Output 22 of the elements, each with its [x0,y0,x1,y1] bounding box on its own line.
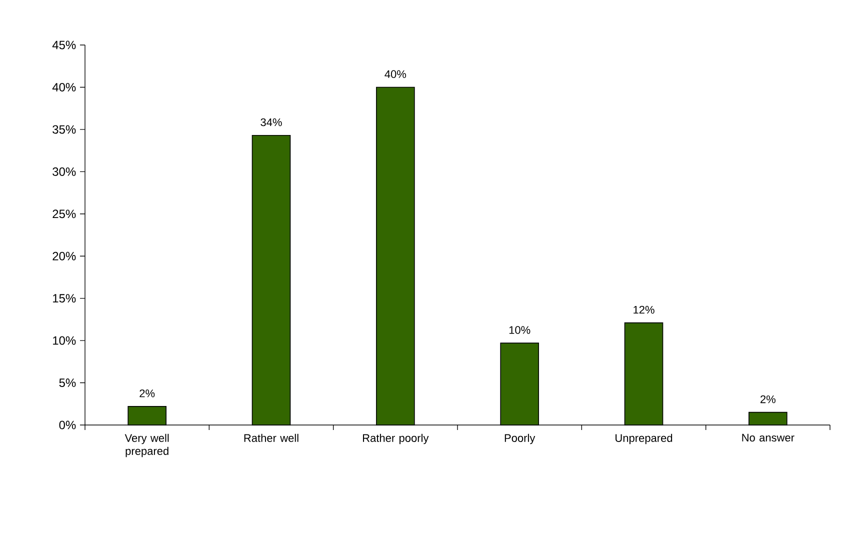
data-label: 2% [140,389,155,398]
data-label: 12% [634,306,654,314]
data-label: 10% [509,326,530,334]
x-tick-label: No answer [742,434,794,442]
x-tick-label: Rather well [244,434,298,442]
y-tick-label: 15% [53,294,76,303]
x-tick-label: Poorly [504,434,536,444]
x-tick-label: Rather poorly [363,434,429,444]
x-tick-label: Unprepared [616,434,672,444]
y-tick-label: 25% [52,210,76,218]
y-tick-label: 40% [52,82,76,92]
y-tick-label: 20% [52,252,76,260]
data-label: 34% [260,118,282,126]
y-tick-label: 35% [52,125,76,134]
y-tick-label: 10% [53,336,76,345]
y-tick-label: 30% [52,167,76,176]
y-tick-label: 5% [59,378,76,388]
data-label: 2% [760,395,776,404]
y-tick-label: 0% [59,420,76,430]
x-tick-label: Very well prepared [124,434,169,458]
data-label: 40% [384,70,406,78]
y-tick-label: 45% [52,40,76,50]
